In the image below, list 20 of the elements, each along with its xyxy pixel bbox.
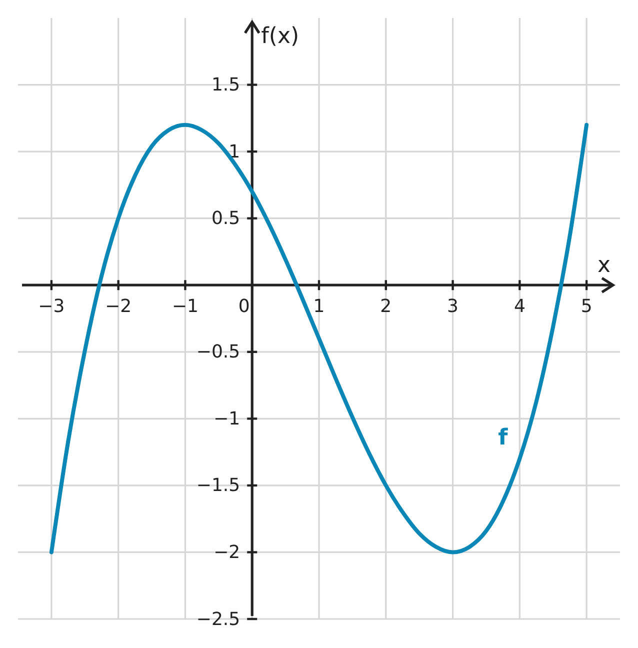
x-tick-label: 2 [380,296,392,317]
x-tick-label: 5 [580,296,592,317]
x-tick-label: −1 [172,296,198,317]
x-tick-label: 3 [447,296,459,317]
x-tick-label: −2 [105,296,132,317]
x-tick-label: 1 [313,296,325,317]
y-tick-label: −2 [214,542,240,563]
x-tick-label: 0 [238,296,250,317]
x-axis-title: x [597,253,611,278]
x-tick-label: 4 [514,296,526,317]
y-axis-title: f(x) [261,24,300,49]
x-tick-label: −3 [38,296,65,317]
y-tick-label: −0.5 [196,342,240,363]
y-tick-label: −1 [214,408,240,430]
series-label: f [498,426,508,451]
y-tick-label: 1.5 [211,74,240,96]
y-tick-label: −1.5 [196,475,240,496]
y-tick-label: 0.5 [211,208,240,230]
y-tick-label: 1 [228,141,240,162]
y-tick-label: −2.5 [196,608,240,630]
